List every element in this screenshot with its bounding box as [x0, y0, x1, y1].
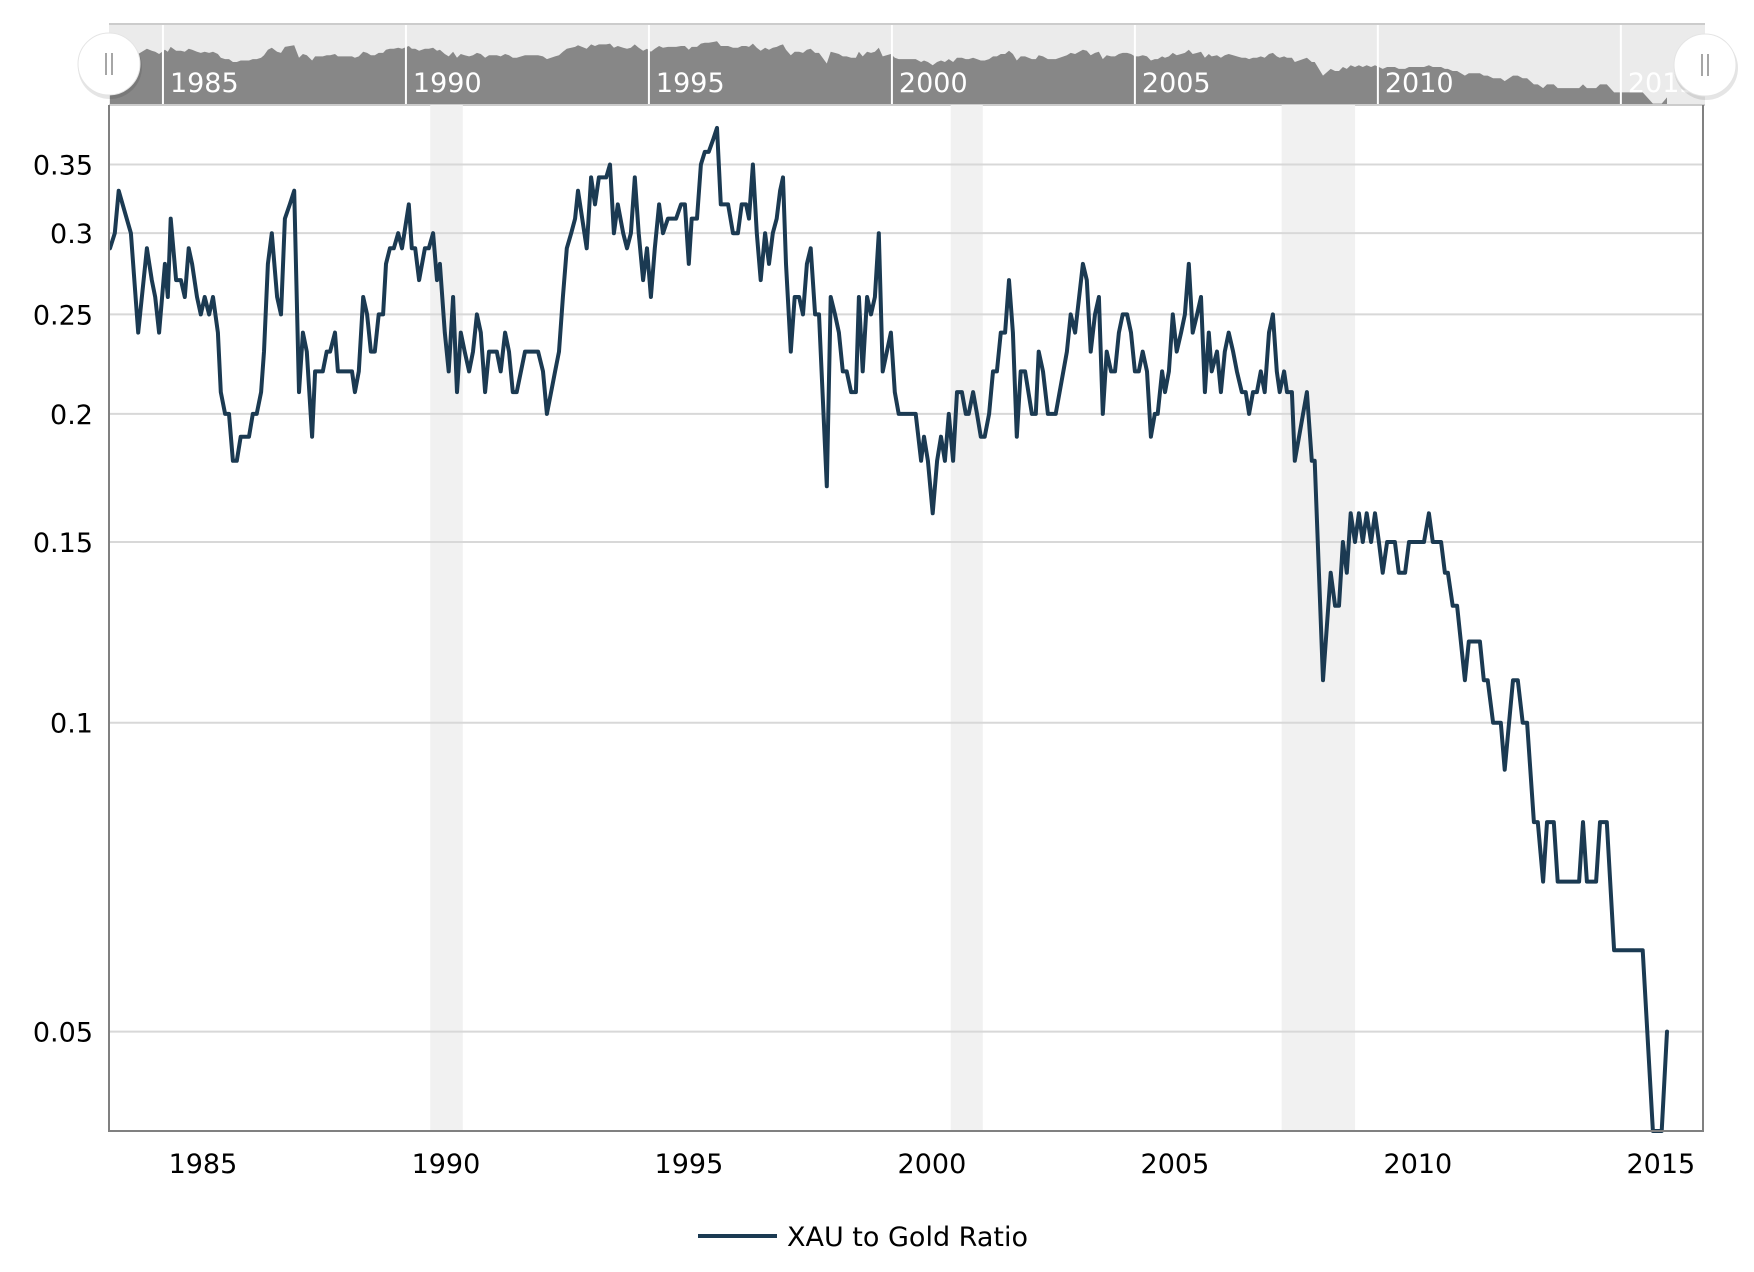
series-line-xau-to-gold-ratio[interactable] [108, 125, 1669, 1133]
x-axis-labels: 1985 1990 1995 2000 2005 2010 2015 [169, 1149, 1696, 1180]
navigator-label: 2010 [1385, 68, 1454, 99]
handle-knob[interactable] [1673, 33, 1737, 97]
grip-icon [105, 53, 113, 75]
y-tick-label: 0.2 [50, 400, 93, 431]
navigator[interactable]: 1985 1990 1995 2000 2005 2010 2015 [109, 23, 1705, 106]
x-tick-label: 2000 [898, 1149, 967, 1180]
navigator-gridlines [161, 24, 1622, 105]
y-tick-label: 0.1 [50, 709, 93, 740]
navigator-labels: 1985 1990 1995 2000 2005 2010 2015 [170, 68, 1697, 99]
navigator-handle-left[interactable] [77, 32, 142, 99]
x-tick-label: 1995 [655, 1149, 724, 1180]
legend-item[interactable]: XAU to Gold Ratio [698, 1222, 1028, 1253]
navigator-handle-right[interactable] [1673, 33, 1738, 100]
navigator-label: 2005 [1142, 68, 1211, 99]
y-tick-label: 0.05 [33, 1018, 93, 1049]
x-tick-label: 1985 [169, 1149, 238, 1180]
x-tick-label: 2015 [1627, 1149, 1696, 1180]
navigator-label: 1995 [656, 68, 725, 99]
y-axis-labels: 0.35 0.3 0.25 0.2 0.15 0.1 0.05 [33, 150, 93, 1048]
y-tick-label: 0.35 [33, 150, 93, 181]
handle-knob[interactable] [77, 32, 141, 96]
grip-icon [1701, 54, 1709, 76]
y-tick-label: 0.25 [33, 300, 93, 331]
navigator-label: 2000 [899, 68, 968, 99]
y-tick-label: 0.15 [33, 528, 93, 559]
navigator-series-area [110, 41, 1667, 105]
navigator-label: 1990 [413, 68, 482, 99]
legend: XAU to Gold Ratio [698, 1222, 1028, 1253]
legend-label[interactable]: XAU to Gold Ratio [787, 1222, 1028, 1253]
y-tick-label: 0.3 [50, 219, 93, 250]
x-tick-label: 1990 [412, 1149, 481, 1180]
shaded-bands [430, 105, 1356, 1131]
y-gridlines [109, 163, 1703, 1033]
recession-band [950, 105, 983, 1131]
x-tick-label: 2005 [1141, 1149, 1210, 1180]
x-tick-label: 2010 [1384, 1149, 1453, 1180]
recession-band [1281, 105, 1356, 1131]
navigator-label: 1985 [170, 68, 239, 99]
